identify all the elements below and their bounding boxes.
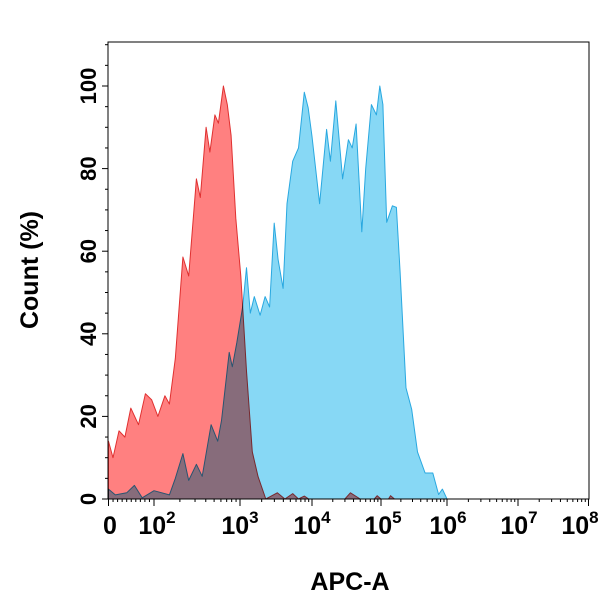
control-histogram-area [108, 85, 395, 500]
y-tick-label: 80 [76, 156, 101, 180]
x-tick-base: 10 [561, 512, 589, 540]
x-tick-label: 104 [293, 508, 331, 540]
y-tick-label: 60 [76, 239, 101, 263]
x-tick-base: 10 [429, 512, 457, 540]
x-tick-label: 0 [103, 512, 117, 540]
x-tick-base: 10 [500, 512, 528, 540]
plot-frame [107, 41, 590, 500]
x-tick-label: 102 [138, 508, 175, 540]
x-tick-exponent: 6 [457, 508, 466, 527]
x-tick-exponent: 5 [392, 508, 401, 527]
x-tick-base: 10 [221, 512, 249, 540]
y-tick-label: 100 [76, 68, 101, 105]
x-tick-base: 0 [103, 512, 117, 540]
series-layer [108, 85, 448, 500]
x-tick-exponent: 2 [166, 508, 175, 527]
y-tick-labels: 0 20 40 60 80 100 [76, 68, 101, 505]
y-tick-label: 20 [76, 404, 101, 428]
x-tick-exponent: 7 [528, 508, 537, 527]
x-tick-exponent: 4 [321, 508, 331, 527]
y-tick-label: 0 [76, 493, 101, 505]
x-tick-exponent: 8 [589, 508, 598, 527]
axes-layer [102, 41, 590, 506]
x-tick-label: 103 [221, 508, 258, 540]
x-tick-label: 105 [364, 508, 401, 540]
y-tick-label: 40 [76, 322, 101, 346]
x-tick-base: 10 [138, 512, 166, 540]
x-tick-label: 108 [561, 508, 598, 540]
x-tick-label: 106 [429, 508, 466, 540]
x-tick-exponent: 3 [249, 508, 258, 527]
x-tick-base: 10 [293, 512, 321, 540]
x-axis-title: APC-A [310, 568, 389, 596]
x-tick-label: 107 [500, 508, 537, 540]
x-tick-labels: 0 102 103 104 105 106 107 108 [103, 508, 599, 540]
x-tick-base: 10 [364, 512, 392, 540]
y-axis-title: Count (%) [16, 211, 44, 329]
